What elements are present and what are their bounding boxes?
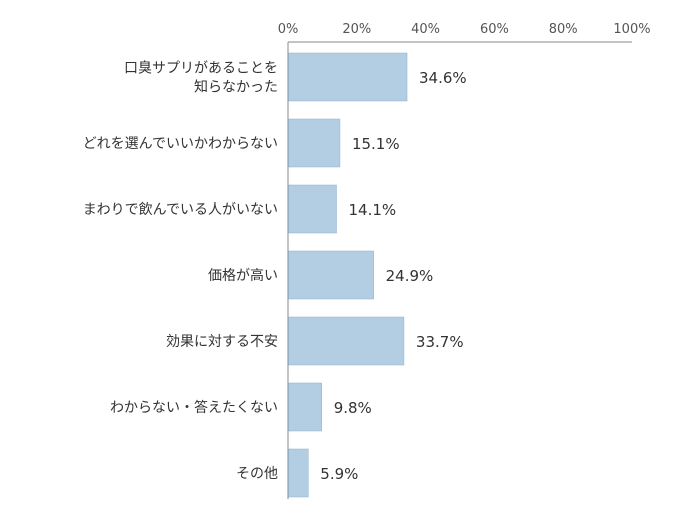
bar [288,118,341,168]
category-label: 口臭サプリがあることを [124,61,278,77]
bar-value-label: 15.1% [352,135,400,153]
x-tick-label: 0% [278,22,299,37]
category-label: その他 [236,466,278,482]
x-tick-label: 60% [480,22,509,37]
bar-value-label: 24.9% [386,267,434,285]
bars [288,52,408,498]
category-label: 効果に対する不安 [166,334,278,350]
category-label: 価格が高い [208,267,278,284]
bar [288,184,337,234]
bar-value-label: 33.7% [416,333,464,351]
x-tick-label: 20% [342,22,371,37]
bar [288,316,405,366]
category-labels: 口臭サプリがあることを知らなかったどれを選んでいいかわからないまわりで飲んでいる… [83,61,278,483]
x-tick-label: 80% [549,22,578,37]
bar [288,448,309,498]
category-label: わからない・答えたくない [110,399,278,416]
bar [288,52,408,102]
bar [288,250,374,300]
category-label: まわりで飲んでいる人がいない [83,202,278,218]
value-labels: 34.6% 15.1% 14.1% 24.9% 33.7% 9.8% 5.9% [320,69,466,483]
category-label: 知らなかった [194,79,278,96]
x-axis-ticks: 0% 20% 40% 60% 80% 100% [278,22,651,37]
x-tick-label: 100% [613,22,650,37]
bar-value-label: 9.8% [334,399,372,417]
axes [287,41,632,499]
bar-value-label: 14.1% [349,201,397,219]
bar-value-label: 34.6% [419,69,467,87]
category-label: どれを選んでいいかわからない [83,136,278,152]
bar-value-label: 5.9% [320,465,358,483]
bar [288,382,322,432]
x-tick-label: 40% [411,22,440,37]
